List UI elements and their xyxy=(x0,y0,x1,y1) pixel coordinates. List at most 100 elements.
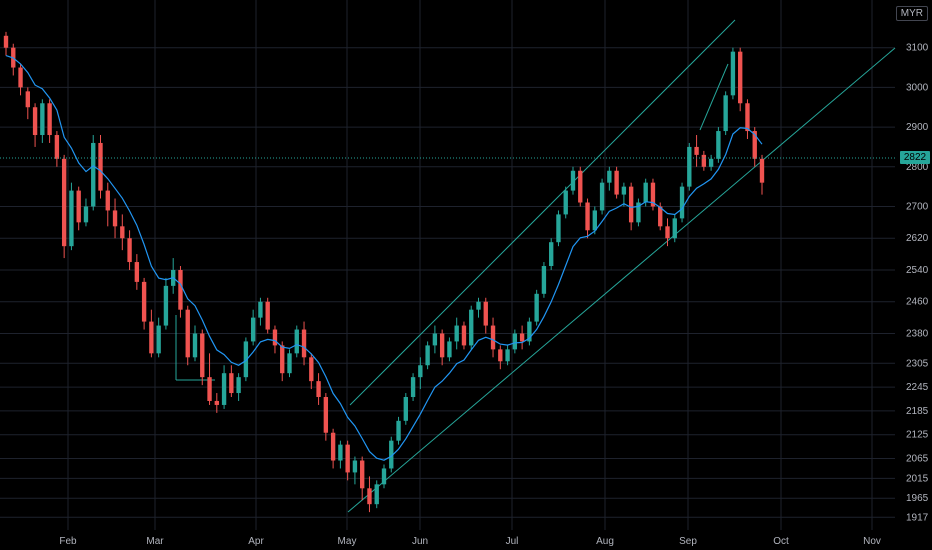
candle-body[interactable] xyxy=(745,103,750,132)
candle-body[interactable] xyxy=(221,373,227,405)
candle-body[interactable] xyxy=(490,325,496,350)
candle-body[interactable] xyxy=(621,186,627,195)
candle-body[interactable] xyxy=(439,333,445,358)
candle-body[interactable] xyxy=(120,226,125,239)
candle-body[interactable] xyxy=(498,349,503,362)
candle-body[interactable] xyxy=(374,484,379,505)
candle-body[interactable] xyxy=(418,365,423,378)
candle-body[interactable] xyxy=(614,170,619,195)
candle-body[interactable] xyxy=(40,103,45,136)
candle-body[interactable] xyxy=(585,202,590,231)
candle-body[interactable] xyxy=(250,317,256,342)
candle-body[interactable] xyxy=(163,285,169,326)
candle-body[interactable] xyxy=(265,301,270,330)
candle-body[interactable] xyxy=(716,131,721,159)
candle-body[interactable] xyxy=(432,333,438,346)
candle-body[interactable] xyxy=(98,142,103,191)
candle-body[interactable] xyxy=(476,301,481,310)
candle-body[interactable] xyxy=(25,91,30,108)
candle-body[interactable] xyxy=(301,329,307,358)
candle-body[interactable] xyxy=(759,158,765,183)
candle-body[interactable] xyxy=(287,353,292,374)
candle-body[interactable] xyxy=(665,226,670,239)
candle-body[interactable] xyxy=(3,35,9,48)
candle-body[interactable] xyxy=(527,321,532,342)
candle-body[interactable] xyxy=(694,146,699,155)
candle-body[interactable] xyxy=(54,135,60,159)
candle-body[interactable] xyxy=(83,206,89,223)
candle-body[interactable] xyxy=(367,488,372,505)
candle-body[interactable] xyxy=(556,214,561,243)
candle-body[interactable] xyxy=(403,397,408,421)
candle-body[interactable] xyxy=(541,266,547,294)
candle-body[interactable] xyxy=(280,345,285,374)
candle-body[interactable] xyxy=(192,333,198,358)
candle-body[interactable] xyxy=(360,460,365,489)
candle-body[interactable] xyxy=(592,210,597,231)
candle-body[interactable] xyxy=(658,206,663,227)
candle-body[interactable] xyxy=(534,293,539,322)
candle-body[interactable] xyxy=(687,146,692,187)
candle-body[interactable] xyxy=(18,67,23,88)
candle-body[interactable] xyxy=(636,202,641,223)
candle-body[interactable] xyxy=(389,440,394,469)
candle-body[interactable] xyxy=(185,309,190,358)
candle-body[interactable] xyxy=(272,329,278,346)
candle-body[interactable] xyxy=(294,329,299,354)
candle-body[interactable] xyxy=(105,190,110,211)
candle-body[interactable] xyxy=(330,432,336,461)
candle-body[interactable] xyxy=(200,333,205,378)
trend-line[interactable] xyxy=(347,47,896,513)
candle-body[interactable] xyxy=(752,131,757,159)
candle-body[interactable] xyxy=(229,373,234,394)
candle-body[interactable] xyxy=(32,107,38,136)
candle-body[interactable] xyxy=(345,444,350,473)
candle-body[interactable] xyxy=(61,158,67,247)
candle-body[interactable] xyxy=(323,397,329,433)
candlestick-series[interactable] xyxy=(3,31,765,513)
candle-body[interactable] xyxy=(607,170,612,183)
candle-body[interactable] xyxy=(91,142,96,207)
trend-line[interactable] xyxy=(699,63,729,131)
candle-body[interactable] xyxy=(563,190,568,215)
trend-channel-lines[interactable] xyxy=(175,19,896,513)
candle-body[interactable] xyxy=(599,182,605,211)
candle-body[interactable] xyxy=(178,269,183,310)
candle-body[interactable] xyxy=(207,377,212,401)
candle-body[interactable] xyxy=(454,325,459,342)
candle-body[interactable] xyxy=(112,210,118,227)
trend-line[interactable] xyxy=(349,19,736,406)
candle-body[interactable] xyxy=(519,333,525,342)
candle-body[interactable] xyxy=(76,190,81,223)
candle-body[interactable] xyxy=(69,190,74,247)
candle-body[interactable] xyxy=(549,242,554,267)
time-axis[interactable]: Feb Mar Apr May Jun Jul Aug Sep Oct Nov xyxy=(59,536,881,547)
candle-body[interactable] xyxy=(469,309,474,346)
candle-body[interactable] xyxy=(447,341,452,358)
candle-body[interactable] xyxy=(410,377,416,398)
currency-badge[interactable]: MYR xyxy=(895,6,928,21)
candle-body[interactable] xyxy=(570,170,576,191)
price-axis[interactable]: 3100 3000 2900 2800 2700 2620 2540 2460 2380 2305… xyxy=(906,43,929,524)
candle-body[interactable] xyxy=(214,400,219,405)
candle-body[interactable] xyxy=(236,377,241,394)
candle-body[interactable] xyxy=(156,325,161,354)
candle-body[interactable] xyxy=(141,281,147,322)
candle-body[interactable] xyxy=(730,51,736,96)
candle-body[interactable] xyxy=(578,170,583,203)
candle-body[interactable] xyxy=(127,238,132,263)
candle-body[interactable] xyxy=(338,444,343,461)
candle-body[interactable] xyxy=(461,325,467,346)
candle-body[interactable] xyxy=(723,95,728,132)
candle-body[interactable] xyxy=(134,262,140,282)
candle-body[interactable] xyxy=(483,301,488,326)
candle-body[interactable] xyxy=(701,154,707,167)
candle-body[interactable] xyxy=(258,301,263,318)
candle-body[interactable] xyxy=(149,321,154,354)
candle-body[interactable] xyxy=(425,345,430,366)
candle-body[interactable] xyxy=(643,182,648,203)
candle-body[interactable] xyxy=(628,186,634,223)
candle-body[interactable] xyxy=(679,186,685,219)
candle-body[interactable] xyxy=(381,468,387,485)
